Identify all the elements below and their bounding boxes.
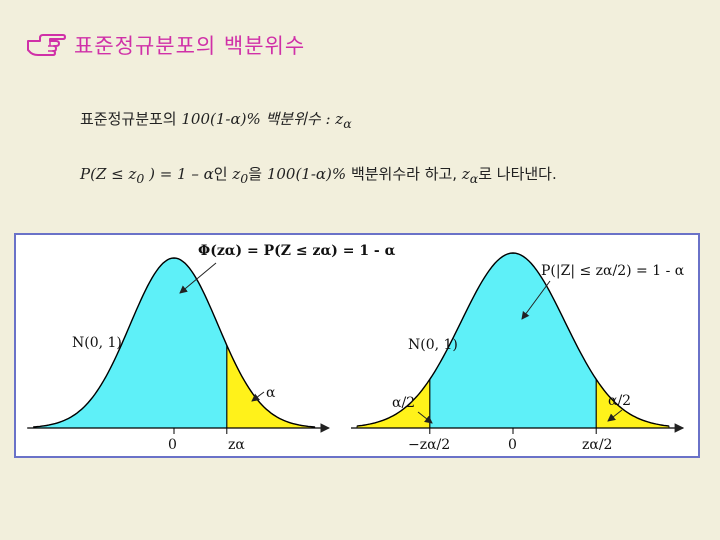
line2-z0: z <box>232 165 241 183</box>
right-neg-z-label: −zα/2 <box>408 437 450 453</box>
right-right-tail-arrow <box>607 409 623 422</box>
line2-za-sub: α <box>469 171 479 186</box>
line2-prob-rest: ) = 1 – α <box>144 165 214 183</box>
left-tail-arrow <box>251 391 265 402</box>
right-zero-label: 0 <box>508 437 517 453</box>
normal-distribution-figure: Φ(zα) = P(Z ≤ zα) = 1 - α N(0, 1) α 0 zα… <box>14 233 700 458</box>
right-body-area <box>357 253 669 428</box>
line1-expression: 100(1-α)% 백분위수 : z <box>181 110 344 128</box>
right-formula: P(|Z| ≤ zα/2) = 1 - α <box>541 263 685 279</box>
left-z-label: zα <box>228 437 245 453</box>
explanation-line: P(Z ≤ z0 ) = 1 – α인 z0을 100(1-α)% 백분위수라 … <box>80 163 557 186</box>
right-normal-curve <box>356 252 670 427</box>
line2-prob: P(Z ≤ z <box>80 165 137 183</box>
line2-za: z <box>461 165 470 183</box>
pointing-hand-icon <box>27 34 66 56</box>
left-tail-label: α <box>266 385 276 401</box>
page-title: 표준정규분포의 백분위수 <box>74 34 306 58</box>
left-normal-curve <box>33 257 315 428</box>
definition-line: 표준정규분포의 100(1-α)% 백분위수 : zα <box>80 108 352 131</box>
left-dist-label: N(0, 1) <box>72 335 122 351</box>
right-formula-arrow <box>521 280 551 320</box>
left-formula-arrow <box>179 262 217 294</box>
line2-ko4: 로 나타낸다. <box>478 165 557 183</box>
line2-ko1: 인 <box>213 165 228 183</box>
line2-prob-sub: 0 <box>136 171 145 186</box>
left-body-area <box>33 258 227 428</box>
line2-ko2: 을 <box>248 165 263 183</box>
line2-z0-sub: 0 <box>240 171 249 186</box>
line1-korean: 표준정규분포의 <box>80 110 177 128</box>
right-left-tail-arrow <box>417 411 433 424</box>
line2-percent: 100(1-α)% <box>266 165 347 183</box>
left-zero-label: 0 <box>168 437 177 453</box>
line2-ko3: 백분위수라 하고, <box>350 165 458 183</box>
right-right-tail-label: α/2 <box>608 393 631 409</box>
right-pos-z-label: zα/2 <box>582 437 612 453</box>
title-row: 표준정규분포의 백분위수 <box>26 30 305 60</box>
figure-canvas: Φ(zα) = P(Z ≤ zα) = 1 - α N(0, 1) α 0 zα… <box>27 243 685 453</box>
right-left-tail-label: α/2 <box>392 395 415 411</box>
left-formula: Φ(zα) = P(Z ≤ zα) = 1 - α <box>198 243 396 259</box>
line1-subscript: α <box>343 116 352 131</box>
right-dist-label: N(0, 1) <box>408 337 458 353</box>
